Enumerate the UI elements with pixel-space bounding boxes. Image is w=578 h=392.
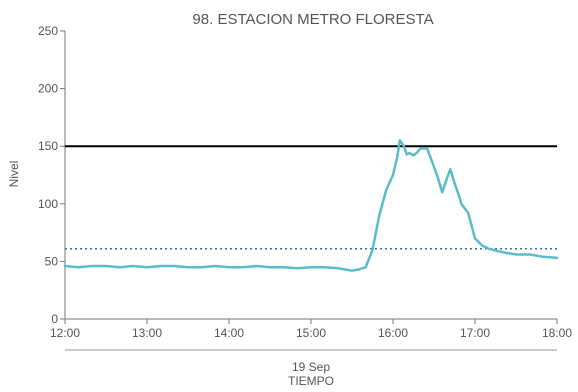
data-point xyxy=(228,266,230,268)
y-tick-label: 100 xyxy=(38,197,58,211)
data-point xyxy=(487,247,490,250)
data-point xyxy=(501,251,504,253)
data-point xyxy=(392,174,394,176)
data-point xyxy=(426,147,428,150)
data-point xyxy=(449,168,452,171)
x-tick-label: 16:00 xyxy=(378,326,408,340)
series-line xyxy=(63,139,559,272)
data-point xyxy=(460,203,463,205)
data-point xyxy=(528,253,531,256)
x-tick-label: 17:00 xyxy=(460,326,490,340)
y-tick-label: 0 xyxy=(51,312,58,326)
data-point xyxy=(269,266,271,268)
data-point xyxy=(337,267,340,270)
data-point xyxy=(351,269,353,272)
data-point xyxy=(146,266,148,268)
y-tick-label: 200 xyxy=(38,82,58,96)
data-point xyxy=(118,266,121,268)
data-point xyxy=(91,265,94,267)
plot-area: 0 50 100 150 200 250 12:00 13:00 14:00 15:00 16:00… xyxy=(38,24,572,351)
y-axis-label: Nivel xyxy=(7,161,21,188)
data-point xyxy=(64,265,66,267)
data-point xyxy=(282,266,285,268)
data-point xyxy=(396,156,398,159)
data-point xyxy=(433,166,435,168)
data-point xyxy=(385,189,387,191)
y-tick-label: 150 xyxy=(38,139,58,153)
data-point xyxy=(408,152,411,154)
x-tick-label: 18:00 xyxy=(542,326,572,340)
data-point xyxy=(159,265,162,267)
x-tick-label: 14:00 xyxy=(214,326,244,340)
x-axis-label: TIEMPO xyxy=(288,374,334,388)
data-point xyxy=(437,177,439,180)
data-point xyxy=(255,265,258,267)
data-point xyxy=(403,145,405,147)
data-point xyxy=(416,151,419,153)
data-point xyxy=(200,266,203,268)
data-point xyxy=(371,249,374,251)
y-tick-label: 250 xyxy=(38,24,58,38)
data-point xyxy=(364,266,367,268)
chart-title: 98. ESTACION METRO FLORESTA xyxy=(192,11,433,28)
x-tick-label: 13:00 xyxy=(132,326,162,340)
data-point xyxy=(412,154,415,157)
data-point xyxy=(214,265,217,267)
data-point xyxy=(542,255,545,258)
data-point xyxy=(446,175,449,177)
data-point xyxy=(419,147,422,150)
data-point xyxy=(310,266,312,268)
data-point xyxy=(467,212,469,214)
data-point xyxy=(77,266,80,268)
data-point xyxy=(405,153,408,156)
data-point xyxy=(358,268,360,271)
data-point xyxy=(515,253,517,256)
data-point xyxy=(399,139,401,142)
data-point xyxy=(187,266,189,268)
data-point xyxy=(441,191,444,194)
data-point xyxy=(241,266,244,268)
data-point xyxy=(132,265,135,267)
data-point xyxy=(556,257,558,259)
y-tick-label: 50 xyxy=(45,254,59,268)
x-tick-label: 12:00 xyxy=(50,326,80,340)
data-point xyxy=(105,265,107,267)
data-point xyxy=(323,266,326,268)
data-point xyxy=(481,244,483,247)
x-axis-date-label: 19 Sep xyxy=(292,360,330,374)
data-point xyxy=(457,193,460,196)
data-point xyxy=(378,214,381,217)
data-point xyxy=(173,265,176,267)
data-point xyxy=(453,182,456,184)
data-point xyxy=(296,267,299,270)
data-point xyxy=(474,237,476,240)
x-tick-label: 15:00 xyxy=(296,326,326,340)
